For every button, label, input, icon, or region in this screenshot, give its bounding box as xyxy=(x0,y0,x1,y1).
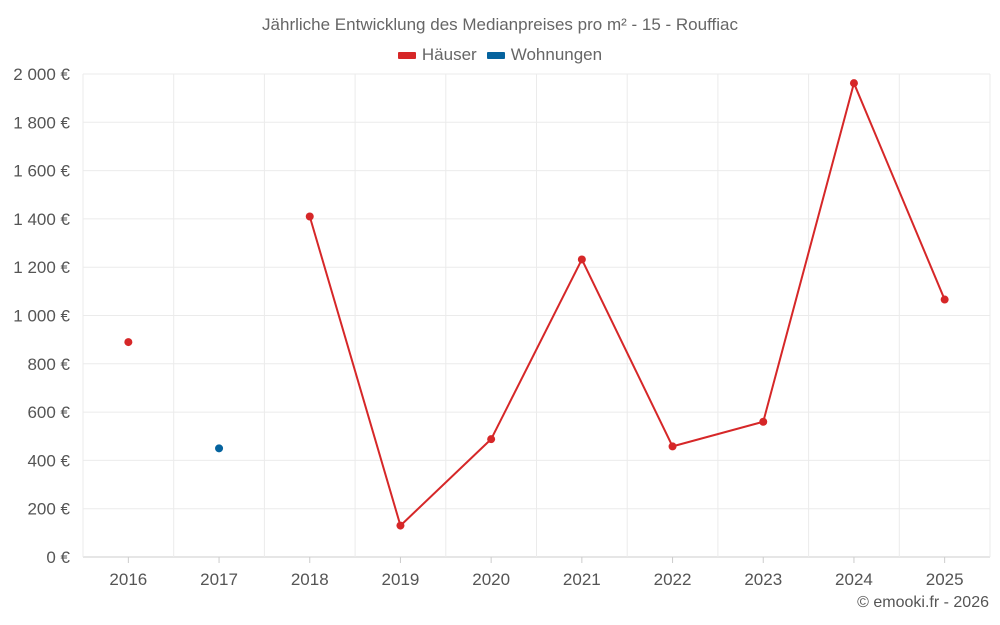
y-tick-label: 1 200 € xyxy=(13,258,70,277)
y-tick-label: 0 € xyxy=(46,548,70,567)
x-tick-label: 2017 xyxy=(200,570,238,589)
y-tick-label: 200 € xyxy=(27,500,70,519)
x-tick-label: 2023 xyxy=(744,570,782,589)
legend-label-haeuser: Häuser xyxy=(421,45,477,64)
series-line-haeuser xyxy=(399,438,492,527)
y-tick-label: 1 000 € xyxy=(13,307,70,326)
data-point-haeuser xyxy=(487,435,496,444)
data-point-haeuser xyxy=(849,79,858,88)
y-tick-label: 1 600 € xyxy=(13,162,70,181)
y-tick-label: 600 € xyxy=(27,403,70,422)
y-tick-label: 1 800 € xyxy=(13,113,70,132)
series-line-haeuser xyxy=(490,259,583,440)
chart-title: Jährliche Entwicklung des Medianpreises … xyxy=(262,15,738,34)
series-line-haeuser xyxy=(672,420,764,448)
data-point-haeuser xyxy=(940,295,949,304)
series-line-haeuser xyxy=(580,259,674,447)
x-tick-label: 2019 xyxy=(382,570,420,589)
x-tick-label: 2022 xyxy=(654,570,692,589)
data-point-haeuser xyxy=(124,338,133,347)
y-tick-label: 1 400 € xyxy=(13,210,70,229)
legend-label-wohnungen: Wohnungen xyxy=(510,45,603,64)
x-tick-label: 2016 xyxy=(109,570,147,589)
y-tick-label: 400 € xyxy=(27,451,70,470)
series-line-haeuser xyxy=(853,82,946,300)
data-point-wohnungen xyxy=(215,444,224,453)
legend-swatch-wohnungen xyxy=(486,51,505,59)
legend-swatch-haeuser xyxy=(397,51,416,59)
x-tick-label: 2018 xyxy=(291,570,329,589)
x-tick-label: 2021 xyxy=(563,570,601,589)
data-point-haeuser xyxy=(668,442,677,451)
legend-item-haeuser[interactable]: Häuser xyxy=(397,45,477,65)
credit-text: © emooki.fr - 2026 xyxy=(857,594,989,611)
data-point-haeuser xyxy=(577,255,586,264)
data-point-haeuser xyxy=(759,417,768,426)
data-point-haeuser xyxy=(305,212,314,221)
x-tick-label: 2020 xyxy=(472,570,510,589)
y-tick-label: 800 € xyxy=(27,355,70,374)
y-tick-label: 2 000 € xyxy=(13,65,70,84)
x-tick-label: 2024 xyxy=(835,570,873,589)
series-line-haeuser xyxy=(308,216,402,526)
legend: Häuser Wohnungen xyxy=(0,45,1000,65)
data-point-haeuser xyxy=(396,521,405,530)
series-line-haeuser xyxy=(762,82,855,423)
x-tick-label: 2025 xyxy=(926,570,964,589)
legend-item-wohnungen[interactable]: Wohnungen xyxy=(486,45,603,65)
